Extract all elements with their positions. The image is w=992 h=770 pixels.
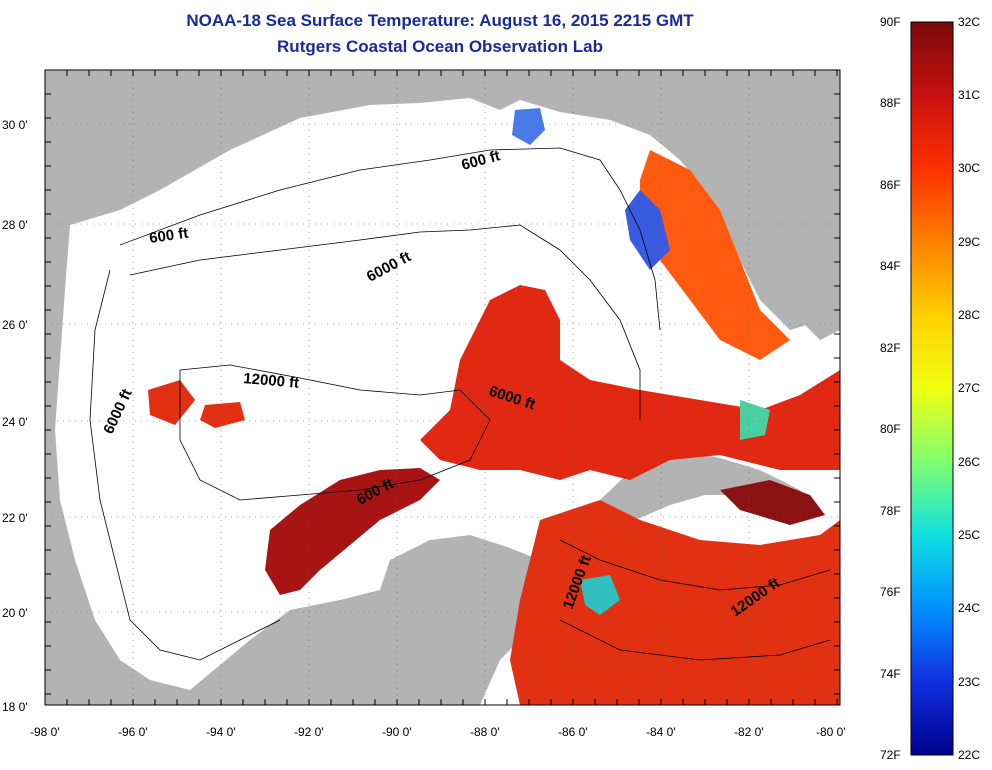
sst-patch-campeche	[265, 468, 440, 595]
lon-label: -92 0'	[294, 725, 324, 739]
sst-patch-caribbean	[510, 500, 840, 705]
map-title: NOAA-18 Sea Surface Temperature: August …	[186, 11, 694, 30]
lat-label: 26 0'	[2, 318, 28, 332]
cb-label-26c: 26C	[958, 455, 981, 469]
cb-label-32c: 32C	[958, 15, 981, 29]
lon-label: -80 0'	[816, 725, 846, 739]
contour-12000ft	[179, 364, 491, 501]
latitude-labels: 30 0' 28 0' 26 0' 24 0' 22 0' 20 0' 18 0…	[2, 118, 28, 714]
contour-label-600-west: 600 ft	[148, 225, 189, 247]
sst-patch-florida-shelf	[640, 150, 790, 360]
contour-label-12000-west: 12000 ft	[243, 370, 300, 392]
contour-6000ft	[89, 224, 641, 661]
lon-label: -86 0'	[558, 725, 588, 739]
lat-label: 30 0'	[2, 118, 28, 132]
sst-patch-cool-yucatan	[580, 575, 620, 615]
lon-label: -94 0'	[206, 725, 236, 739]
cb-label-25c: 25C	[958, 528, 981, 542]
cb-label-88f: 88F	[880, 96, 901, 110]
sst-patch-central	[420, 285, 840, 480]
cb-label-82f: 82F	[880, 341, 901, 355]
cb-label-74f: 74F	[880, 667, 901, 681]
lat-label: 28 0'	[2, 218, 28, 232]
cb-label-78f: 78F	[880, 504, 901, 518]
map-subtitle: Rutgers Coastal Ocean Observation Lab	[277, 37, 603, 56]
cb-label-84f: 84F	[880, 259, 901, 273]
sst-patch-cool-mobile	[512, 108, 545, 145]
cb-label-24c: 24C	[958, 601, 981, 615]
lon-label: -90 0'	[382, 725, 412, 739]
cb-label-76f: 76F	[880, 585, 901, 599]
cb-label-23c: 23C	[958, 675, 981, 689]
sst-patch-west-small2	[200, 402, 245, 428]
cb-label-86f: 86F	[880, 178, 901, 192]
graticule	[45, 70, 840, 705]
sst-patch-cool-cuba	[740, 400, 770, 440]
lat-label: 18 0'	[2, 700, 28, 714]
contour-600ft	[119, 147, 661, 331]
lat-label: 22 0'	[2, 511, 28, 525]
map-frame	[44, 69, 841, 706]
sst-patch-cool-coast	[625, 190, 670, 270]
cb-label-80f: 80F	[880, 422, 901, 436]
lat-label: 20 0'	[2, 606, 28, 620]
cb-label-29c: 29C	[958, 235, 981, 249]
lat-label: 24 0'	[2, 415, 28, 429]
frame-ticks	[44, 69, 840, 705]
cb-label-90f: 90F	[880, 15, 901, 29]
cb-label-28c: 28C	[958, 308, 981, 322]
cb-label-30c: 30C	[958, 161, 981, 175]
lon-label: -88 0'	[470, 725, 500, 739]
cb-label-27c: 27C	[958, 381, 981, 395]
cb-label-22c: 22C	[958, 748, 981, 762]
yucatan-land	[300, 535, 555, 705]
lon-label: -96 0'	[118, 725, 148, 739]
sst-patch-west-small	[148, 380, 195, 425]
lon-label: -98 0'	[30, 725, 60, 739]
longitude-labels: -98 0' -96 0' -94 0' -92 0' -90 0' -88 0…	[30, 725, 846, 739]
contour-caribbean	[559, 539, 831, 661]
lon-label: -84 0'	[646, 725, 676, 739]
cb-label-72f: 72F	[880, 748, 901, 762]
florida-land	[700, 110, 840, 340]
lon-label: -82 0'	[734, 725, 764, 739]
cb-label-31c: 31C	[958, 88, 981, 102]
colorbar	[910, 21, 954, 756]
sst-patch-dark-cuba	[720, 480, 825, 525]
